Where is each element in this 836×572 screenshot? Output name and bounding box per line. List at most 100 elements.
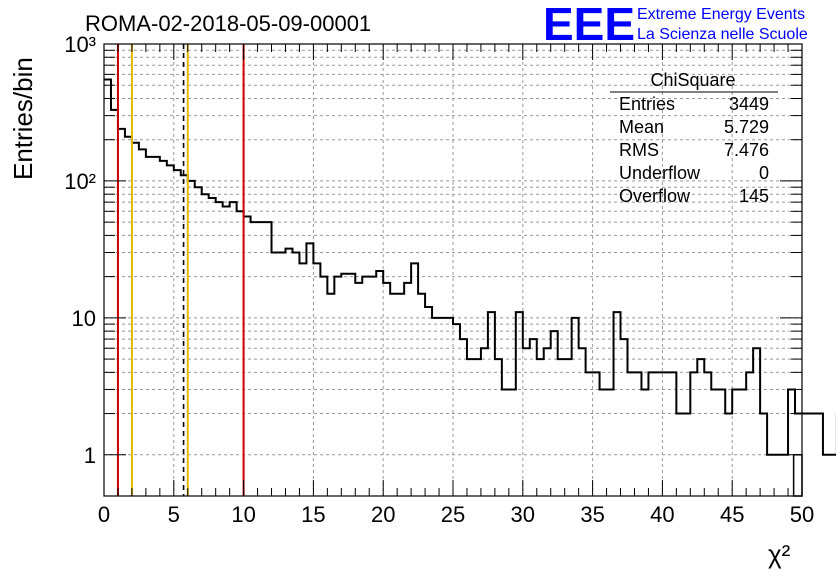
histogram-bin — [593, 372, 600, 496]
histogram-bin — [669, 372, 676, 496]
x-tick-label: 45 — [720, 502, 744, 527]
histogram-bin — [432, 318, 439, 496]
plot-title: ROMA-02-2018-05-09-00001 — [85, 11, 371, 36]
histogram-bin — [299, 263, 306, 496]
histogram-bin — [802, 414, 809, 496]
x-tick-label: 0 — [98, 502, 110, 527]
histogram-bin — [662, 372, 669, 496]
histogram-bin — [823, 455, 830, 496]
histogram-bin — [628, 372, 635, 496]
histogram-bin — [809, 414, 816, 496]
histogram-bin — [341, 274, 348, 496]
histogram-bin — [634, 372, 641, 496]
x-tick-label: 20 — [371, 502, 395, 527]
histogram-bin — [655, 372, 662, 496]
histogram-bin — [565, 359, 572, 496]
histogram-bin — [376, 271, 383, 496]
histogram-bin — [572, 318, 579, 496]
histogram-bin — [502, 389, 509, 496]
histogram-bin — [439, 318, 446, 496]
x-tick-label: 50 — [790, 502, 814, 527]
y-tick-labels: 1 10 10² 10³ — [64, 32, 96, 468]
histogram-bin — [697, 359, 704, 496]
histogram-bin — [690, 372, 697, 496]
stats-value: 3449 — [729, 94, 769, 114]
histogram-bin — [746, 372, 753, 496]
histogram-bin — [767, 455, 774, 496]
x-tick-label: 40 — [650, 502, 674, 527]
histogram-bin — [244, 216, 251, 496]
histogram-bin — [830, 455, 836, 496]
histogram-bin — [530, 339, 537, 496]
eee-logo: EEE Extreme Energy Events La Scienza nel… — [543, 0, 808, 50]
histogram-bin — [495, 359, 502, 496]
y-tick-label: 10 — [72, 306, 96, 331]
histogram-bin — [348, 274, 355, 496]
histogram-bin — [523, 348, 530, 496]
stats-value: 145 — [739, 186, 769, 206]
y-axis-label: Entries/bin — [8, 57, 38, 180]
histogram-bin — [579, 348, 586, 496]
logo-mark: EEE — [543, 0, 635, 50]
x-axis-label: χ² — [768, 539, 791, 569]
histogram-outline — [104, 78, 836, 456]
histogram-bin — [188, 181, 195, 496]
histogram-bin — [118, 129, 125, 496]
x-tick-labels: 0 5 10 15 20 25 30 35 40 45 50 — [98, 502, 814, 527]
histogram-bin — [209, 198, 216, 496]
histogram-bin — [558, 359, 565, 496]
histogram-bin — [488, 312, 495, 496]
x-tick-label: 15 — [301, 502, 325, 527]
histogram-bin — [704, 372, 711, 496]
histogram-bin — [481, 348, 488, 496]
histogram-bin — [230, 202, 237, 496]
histogram-bin — [537, 359, 544, 496]
histogram-bin — [586, 372, 593, 496]
threshold-lines — [116, 44, 245, 496]
histogram-bin — [292, 253, 299, 496]
histogram-bin — [132, 143, 139, 496]
histogram-bin — [139, 149, 146, 496]
histogram-bin — [816, 414, 823, 496]
histogram-bin — [216, 202, 223, 496]
stats-rows: Entries 3449 Mean 5.729 RMS 7.476 Underflow 0 Ov… — [619, 94, 769, 206]
stats-label: Overflow — [619, 186, 691, 206]
histogram-bin — [711, 389, 718, 496]
histogram-bin — [425, 307, 432, 496]
x-tick-label: 25 — [441, 502, 465, 527]
histogram-bin — [460, 339, 467, 496]
logo-line-2: La Scienza nelle Scuole — [637, 26, 808, 43]
histogram-bin — [739, 389, 746, 496]
histogram-bin — [202, 194, 209, 496]
logo-line-1: Extreme Energy Events — [637, 6, 805, 23]
histogram-bin — [718, 389, 725, 496]
histogram-bin — [753, 348, 760, 496]
histogram-bin — [369, 277, 376, 496]
histogram-bin — [272, 253, 279, 496]
histogram-bin — [320, 277, 327, 496]
histogram-bin — [641, 389, 648, 496]
histogram-bin — [732, 389, 739, 496]
histogram-bin — [453, 324, 460, 496]
stats-label: RMS — [619, 140, 659, 160]
stats-value: 7.476 — [724, 140, 769, 160]
stats-label: Mean — [619, 117, 664, 137]
axis-ticks — [103, 43, 803, 496]
stats-box: ChiSquare Entries 3449 Mean 5.729 RMS 7.476 Un… — [610, 70, 778, 206]
histogram-bin — [509, 389, 516, 496]
x-tick-label: 5 — [168, 502, 180, 527]
x-tick-label: 10 — [231, 502, 255, 527]
histogram-bin — [306, 243, 313, 496]
stats-title: ChiSquare — [650, 70, 735, 90]
y-tick-label: 1 — [84, 443, 96, 468]
histogram-bin — [313, 263, 320, 496]
histogram-bin — [411, 263, 418, 496]
histogram-bin — [607, 389, 614, 496]
y-tick-label: 10³ — [64, 32, 96, 57]
histogram-bin — [223, 207, 230, 496]
histogram-bin — [774, 455, 781, 496]
stats-value: 0 — [759, 163, 769, 183]
y-tick-label: 10² — [64, 169, 96, 194]
stats-value: 5.729 — [724, 117, 769, 137]
